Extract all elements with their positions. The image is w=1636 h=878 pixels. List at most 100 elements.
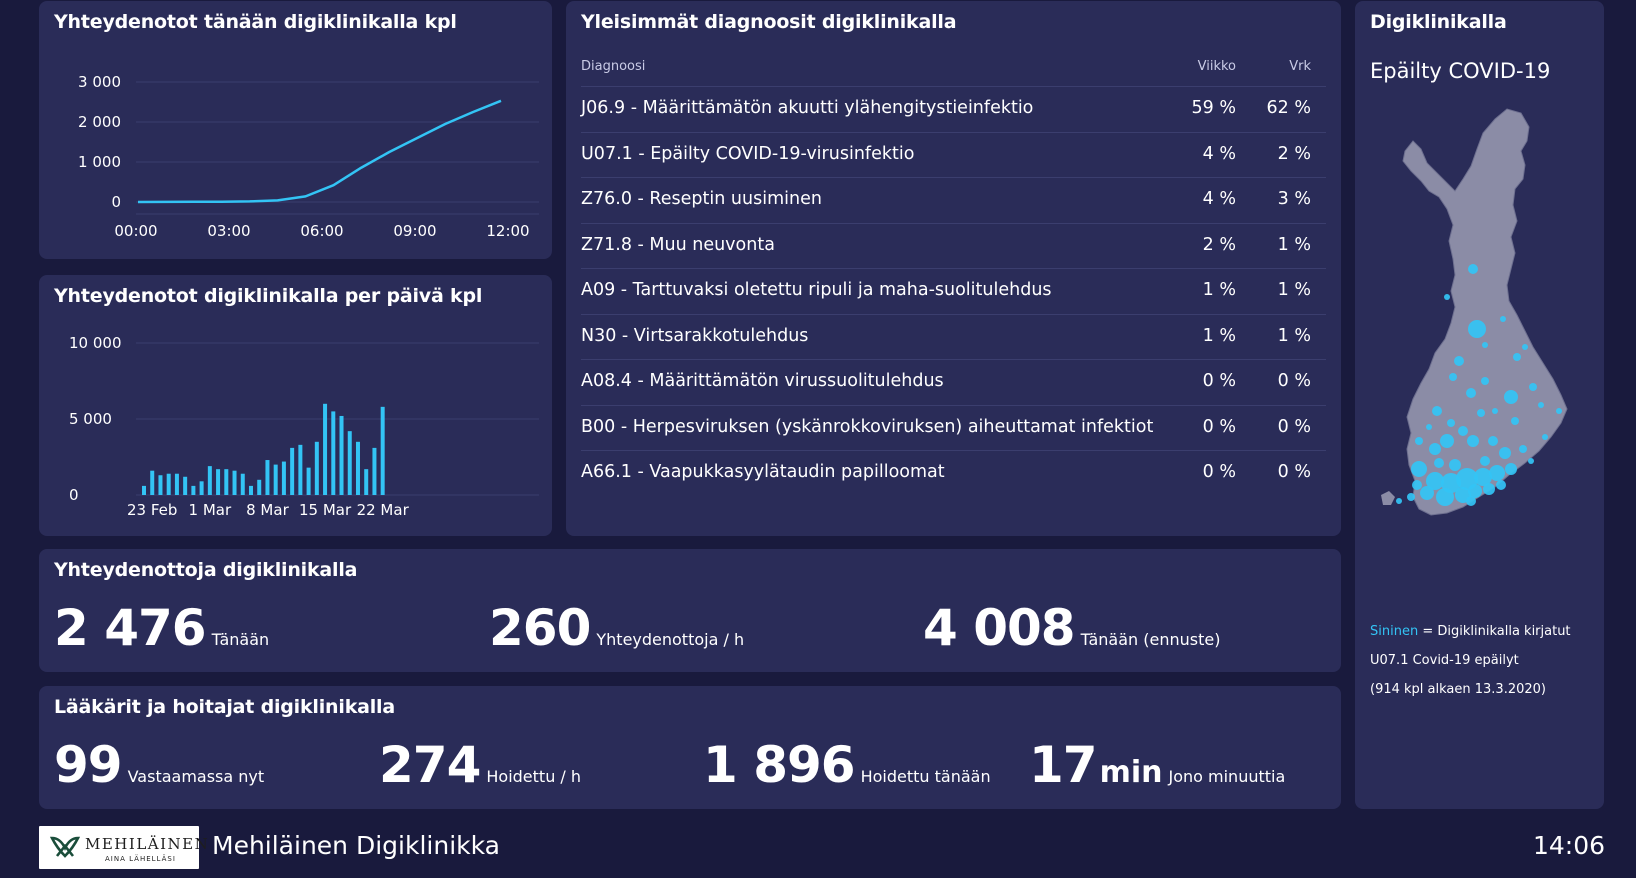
header-week: Viikko — [1197, 59, 1236, 74]
logo-name: MEHILÄINEN — [85, 835, 210, 853]
bar — [347, 431, 352, 495]
legend-line-3: (914 kpl alkaen 13.3.2020) — [1370, 682, 1546, 697]
staff-kpi-panel: Lääkärit ja hoitajat digiklinikalla 99 Va… — [39, 686, 1341, 809]
kpi-queue: 17 min Jono minuuttia — [1029, 736, 1285, 794]
x-tick-label: 1 Mar — [189, 501, 232, 519]
diagnoses-panel: Yleisimmät diagnoosit digiklinikalla Dia… — [566, 1, 1341, 536]
staff-kpi-title: Lääkärit ja hoitajat digiklinikalla — [54, 696, 395, 718]
today-contacts-panel: Yhteydenotot tänään digiklinikalla kpl 3… — [39, 1, 552, 259]
diagnosis-week-share: 59 % — [1191, 98, 1236, 118]
diagnosis-week-share: 1 % — [1202, 325, 1236, 346]
bar — [331, 411, 336, 495]
series-line — [137, 99, 502, 204]
kpi-queue-label: Jono minuuttia — [1168, 767, 1286, 786]
y-tick-label: 0 — [111, 193, 121, 211]
table-row: Z76.0 - Reseptin uusiminen 4 % 3 % — [581, 178, 1326, 224]
kpi-handled-hour: 274 Hoidettu / h — [379, 736, 581, 794]
diagnosis-day-share: 1 % — [1277, 280, 1311, 300]
diagnosis-name: Z71.8 - Muu neuvonta — [581, 234, 775, 255]
case-dot — [1467, 435, 1479, 447]
daily-contacts-title: Yhteydenotot digiklinikalla per päivä kp… — [54, 285, 483, 307]
diagnosis-week-share: 0 % — [1202, 416, 1236, 437]
header-day: Vrk — [1289, 59, 1311, 74]
daily-contacts-chart: 10 000 5 000 0 23 Feb 1 Mar 8 Mar 15 Mar 22 Mar — [69, 334, 539, 519]
diagnosis-name: B00 - Herpesviruksen (yskänrokkoviruksen… — [581, 416, 1154, 437]
case-dot — [1482, 342, 1488, 348]
bar — [224, 469, 229, 495]
bar — [281, 461, 286, 495]
bar — [323, 403, 328, 495]
y-tick-label: 5 000 — [69, 410, 112, 428]
bar — [248, 485, 253, 495]
bar — [166, 473, 171, 495]
clock: 14:06 — [1532, 831, 1605, 860]
diagnosis-day-share: 0 % — [1277, 462, 1311, 482]
case-dot — [1468, 484, 1482, 498]
case-dot — [1483, 483, 1495, 495]
diagnosis-day-share: 0 % — [1277, 416, 1311, 437]
case-dot — [1542, 434, 1548, 440]
diagnosis-name: Z76.0 - Reseptin uusiminen — [581, 189, 822, 209]
kpi-forecast-value: 4 008 — [923, 599, 1076, 657]
case-dot — [1538, 402, 1544, 408]
bar — [355, 441, 360, 495]
case-dot — [1436, 488, 1454, 506]
case-dot — [1407, 493, 1415, 501]
x-tick-label: 09:00 — [393, 222, 436, 240]
case-dot — [1513, 353, 1521, 361]
y-tick-label: 1 000 — [78, 153, 121, 171]
legend-blue-word: Sininen — [1370, 624, 1419, 639]
x-tick-label: 03:00 — [207, 222, 250, 240]
kpi-handled-hour-label: Hoidettu / h — [486, 767, 582, 786]
case-dot — [1466, 388, 1476, 398]
kpi-forecast-label: Tänään (ennuste) — [1080, 630, 1221, 649]
case-dot — [1504, 390, 1518, 404]
bar — [232, 470, 237, 495]
diagnoses-title: Yleisimmät diagnoosit digiklinikalla — [581, 11, 957, 33]
bar — [207, 466, 212, 495]
x-tick-label: 06:00 — [300, 222, 343, 240]
diagnosis-week-share: 1 % — [1202, 280, 1236, 300]
map-title: Digiklinikalla — [1370, 11, 1507, 33]
kpi-handled-today-label: Hoidettu tänään — [860, 767, 991, 786]
bar — [191, 485, 196, 495]
bar — [298, 444, 303, 495]
case-dot — [1449, 459, 1461, 471]
kpi-answering: 99 Vastaamassa nyt — [54, 736, 264, 794]
diagnosis-week-share: 0 % — [1202, 371, 1236, 391]
kpi-handled-today: 1 896 Hoidettu tänään — [703, 736, 991, 794]
bar — [174, 473, 179, 495]
bar — [183, 476, 188, 495]
bar — [290, 447, 295, 495]
diagnosis-week-share: 4 % — [1202, 143, 1236, 164]
x-tick-label: 8 Mar — [246, 501, 289, 519]
case-dot — [1434, 458, 1444, 468]
bar — [150, 470, 155, 495]
bar — [372, 447, 377, 495]
bar — [265, 460, 270, 495]
bar — [306, 467, 311, 495]
diagnosis-week-share: 0 % — [1202, 462, 1236, 482]
case-dot — [1396, 498, 1402, 504]
bar — [339, 415, 344, 495]
case-dot — [1499, 447, 1511, 459]
diagnosis-week-share: 4 % — [1202, 189, 1236, 209]
y-tick-label: 0 — [69, 486, 79, 504]
table-row: Z71.8 - Muu neuvonta 2 % 1 % — [581, 224, 1326, 269]
bar — [380, 406, 385, 495]
table-row: A66.1 - Vaapukkasyylätaudin papilloomat … — [581, 451, 1326, 497]
bar — [364, 469, 369, 495]
kpi-queue-unit: min — [1099, 755, 1163, 790]
x-tick-label: 23 Feb — [127, 501, 177, 519]
bar — [216, 469, 221, 495]
kpi-today-value: 2 476 — [54, 599, 207, 657]
x-tick-label: 12:00 — [486, 222, 529, 240]
case-dot — [1426, 472, 1444, 490]
case-dot — [1447, 419, 1455, 427]
today-contacts-title: Yhteydenotot tänään digiklinikalla kpl — [54, 11, 457, 33]
case-dot — [1492, 408, 1498, 414]
daily-contacts-panel: Yhteydenotot digiklinikalla per päivä kp… — [39, 275, 552, 536]
diagnosis-day-share: 2 % — [1277, 143, 1311, 164]
case-dot — [1528, 458, 1534, 464]
kpi-per-hour-label: Yhteydenottoja / h — [596, 630, 745, 649]
